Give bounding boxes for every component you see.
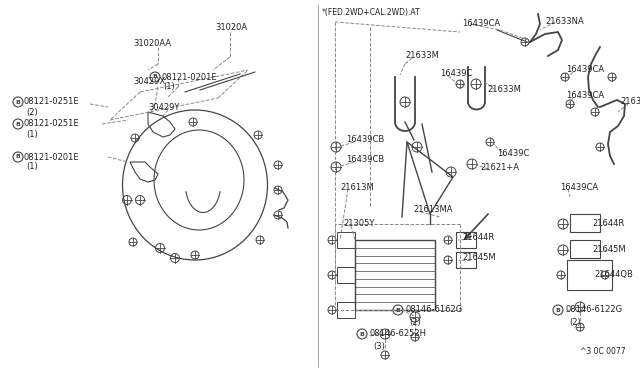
Text: B: B (15, 122, 20, 126)
Text: ^3 0C 0077: ^3 0C 0077 (580, 347, 626, 356)
Text: 21633M: 21633M (487, 86, 521, 94)
Text: 08121-0251E: 08121-0251E (24, 97, 79, 106)
Text: B: B (360, 331, 364, 337)
Text: 21305Y: 21305Y (343, 219, 374, 228)
Bar (570, 240, 600, 258)
Bar (337, 232, 355, 248)
Text: 21633NA: 21633NA (545, 17, 584, 26)
Text: B: B (556, 308, 561, 312)
Text: B: B (396, 308, 401, 312)
Bar (570, 214, 600, 232)
Text: 16439CB: 16439CB (346, 155, 384, 164)
Text: 08121-0201E: 08121-0201E (24, 153, 79, 161)
Text: 16439CA: 16439CA (566, 92, 604, 100)
Text: 21644R: 21644R (592, 219, 624, 228)
Text: 21645M: 21645M (592, 246, 626, 254)
Bar (456, 232, 476, 248)
Text: B: B (15, 99, 20, 105)
Text: 21633M: 21633M (405, 51, 439, 61)
Text: 21613MA: 21613MA (413, 205, 452, 215)
Text: (2): (2) (409, 317, 420, 327)
Text: B: B (152, 74, 157, 80)
Text: 16439CA: 16439CA (560, 183, 598, 192)
Text: (3): (3) (373, 341, 385, 350)
Text: 21613M: 21613M (340, 183, 374, 192)
Text: 16439CA: 16439CA (462, 19, 500, 29)
Text: 21644R: 21644R (462, 232, 494, 241)
Text: (2): (2) (26, 108, 38, 116)
Text: 21633N: 21633N (620, 97, 640, 106)
Text: 16439C: 16439C (440, 70, 472, 78)
Text: 08146-6162G: 08146-6162G (405, 305, 462, 314)
Bar (337, 302, 355, 318)
Text: (1): (1) (26, 129, 38, 138)
Text: 30429X: 30429X (133, 77, 165, 86)
Text: 08121-0251E: 08121-0251E (24, 119, 79, 128)
Text: 21621+A: 21621+A (480, 163, 519, 171)
Text: 31020A: 31020A (215, 22, 247, 32)
Bar (355, 240, 435, 310)
Text: B: B (15, 154, 20, 160)
Text: 21645M: 21645M (462, 253, 495, 263)
Text: *(FED.2WD+CAL.2WD).AT: *(FED.2WD+CAL.2WD).AT (322, 7, 420, 16)
Text: 21644QB: 21644QB (594, 270, 633, 279)
Bar (567, 260, 612, 290)
Text: 08121-0201E: 08121-0201E (161, 73, 216, 81)
Text: 30429Y: 30429Y (148, 103, 179, 112)
Text: (1): (1) (26, 163, 38, 171)
Text: (1): (1) (163, 83, 175, 92)
Text: 31020AA: 31020AA (133, 39, 171, 48)
Text: 08146-6252H: 08146-6252H (369, 330, 426, 339)
Bar (456, 252, 476, 268)
Text: 16439CA: 16439CA (566, 65, 604, 74)
Text: 16439C: 16439C (497, 150, 529, 158)
Text: 16439CB: 16439CB (346, 135, 384, 144)
Text: (2): (2) (569, 317, 580, 327)
Bar (337, 267, 355, 283)
Text: 08146-6122G: 08146-6122G (565, 305, 622, 314)
